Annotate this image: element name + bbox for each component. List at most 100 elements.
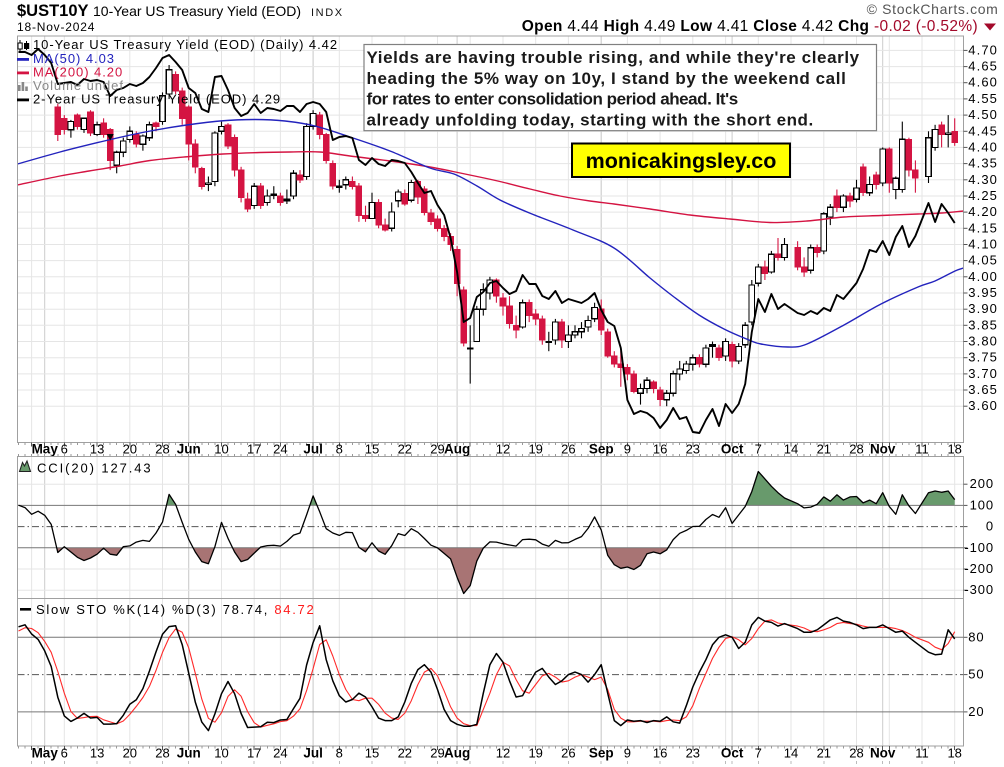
svg-text:4.15: 4.15 [968, 220, 998, 235]
svg-text:Oct: Oct [721, 442, 744, 457]
svg-text:18: 18 [947, 746, 961, 761]
svg-text:INDX: INDX [311, 7, 344, 19]
svg-text:7: 7 [755, 746, 762, 761]
svg-text:28: 28 [155, 746, 169, 761]
svg-text:4.25: 4.25 [968, 188, 998, 203]
svg-text:heading the 5% way on 10y, I s: heading the 5% way on 10y, I stand by th… [367, 69, 847, 88]
svg-text:4.40: 4.40 [968, 139, 998, 154]
svg-text:3.70: 3.70 [968, 366, 998, 381]
svg-text:4.05: 4.05 [968, 253, 998, 268]
svg-text:28: 28 [155, 442, 169, 457]
svg-text:28: 28 [849, 746, 863, 761]
svg-text:Aug: Aug [444, 442, 470, 457]
svg-text:16: 16 [653, 442, 667, 457]
svg-text:14: 14 [784, 442, 798, 457]
svg-text:May: May [32, 746, 59, 761]
svg-text:13: 13 [90, 746, 104, 761]
svg-text:Sep: Sep [589, 746, 614, 761]
svg-text:29: 29 [430, 442, 444, 457]
svg-text:4.45: 4.45 [968, 123, 998, 138]
svg-text:24: 24 [273, 442, 287, 457]
svg-text:7: 7 [755, 442, 762, 457]
svg-text:9: 9 [624, 746, 631, 761]
svg-text:15: 15 [365, 442, 379, 457]
svg-text:21: 21 [817, 442, 831, 457]
svg-text:4.65: 4.65 [968, 59, 998, 74]
svg-text:8: 8 [336, 746, 343, 761]
svg-text:3.60: 3.60 [968, 398, 998, 413]
svg-text:monicakingsley.co: monicakingsley.co [586, 149, 777, 173]
svg-text:20: 20 [123, 746, 137, 761]
svg-text:Oct: Oct [721, 746, 744, 761]
svg-text:already unfolding today, start: already unfolding today, starting with t… [367, 110, 814, 129]
svg-text:17: 17 [247, 746, 261, 761]
svg-text:Sep: Sep [589, 442, 614, 457]
svg-text:6: 6 [61, 442, 68, 457]
svg-text:11: 11 [915, 746, 929, 761]
svg-text:CCI(20) 127.43: CCI(20) 127.43 [37, 461, 152, 476]
svg-text:Aug: Aug [444, 746, 470, 761]
svg-text:May: May [32, 442, 59, 457]
svg-text:15: 15 [365, 746, 379, 761]
svg-text:4.20: 4.20 [968, 204, 998, 219]
svg-text:17: 17 [247, 442, 261, 457]
svg-text:21: 21 [817, 746, 831, 761]
svg-text:12: 12 [496, 442, 510, 457]
svg-text:14: 14 [784, 746, 798, 761]
svg-text:200: 200 [970, 476, 994, 491]
svg-text:0: 0 [986, 519, 994, 534]
svg-text:3.65: 3.65 [968, 382, 998, 397]
svg-text:Nov: Nov [870, 746, 896, 761]
svg-text:50: 50 [968, 667, 984, 682]
svg-text:23: 23 [686, 442, 700, 457]
svg-text:Slow STO %K(14) %D(3) 78.74, 8: Slow STO %K(14) %D(3) 78.74, 84.72 [36, 602, 315, 617]
svg-text:80: 80 [968, 629, 984, 644]
svg-text:8: 8 [336, 442, 343, 457]
svg-text:-300: -300 [964, 582, 994, 597]
svg-text:2-Year US Treasury Yield (EOD): 2-Year US Treasury Yield (EOD) 4.29 [33, 92, 281, 107]
svg-text:Nov: Nov [870, 442, 896, 457]
svg-text:MA(50) 4.03: MA(50) 4.03 [33, 51, 115, 66]
svg-text:10: 10 [214, 746, 228, 761]
svg-text:3.95: 3.95 [968, 285, 998, 300]
svg-text:26: 26 [561, 746, 575, 761]
svg-text:4.60: 4.60 [968, 75, 998, 90]
svg-text:10: 10 [214, 442, 228, 457]
svg-text:12: 12 [496, 746, 510, 761]
svg-text:11: 11 [915, 442, 929, 457]
svg-text:4.55: 4.55 [968, 91, 998, 106]
svg-text:18: 18 [947, 442, 961, 457]
svg-text:23: 23 [686, 746, 700, 761]
svg-text:4.70: 4.70 [968, 42, 998, 57]
svg-text:3.85: 3.85 [968, 317, 998, 332]
svg-text:Yields are having trouble risi: Yields are having trouble rising, and wh… [367, 48, 860, 67]
svg-text:4.00: 4.00 [968, 269, 998, 284]
svg-text:10-Year US Treasury Yield (EOD: 10-Year US Treasury Yield (EOD) [93, 3, 301, 19]
svg-text:100: 100 [970, 497, 994, 512]
svg-text:22: 22 [398, 442, 412, 457]
svg-text:4.30: 4.30 [968, 172, 998, 187]
svg-text:19: 19 [528, 442, 542, 457]
svg-text:Jul: Jul [303, 442, 323, 457]
svg-text:29: 29 [430, 746, 444, 761]
svg-text:3.75: 3.75 [968, 350, 998, 365]
svg-text:Jun: Jun [177, 442, 201, 457]
svg-text:-200: -200 [964, 561, 994, 576]
svg-text:20: 20 [968, 704, 984, 719]
svg-text:19: 19 [528, 746, 542, 761]
svg-text:18-Nov-2024: 18-Nov-2024 [17, 20, 95, 34]
svg-text:4.35: 4.35 [968, 156, 998, 171]
svg-text:24: 24 [273, 746, 287, 761]
svg-text:4.50: 4.50 [968, 107, 998, 122]
svg-text:6: 6 [61, 746, 68, 761]
svg-text:Volume undef: Volume undef [33, 78, 124, 93]
svg-text:$UST10Y: $UST10Y [17, 2, 89, 20]
svg-text:9: 9 [624, 442, 631, 457]
svg-text:4.10: 4.10 [968, 237, 998, 252]
svg-text:13: 13 [90, 442, 104, 457]
svg-text:Open 4.44 High 4.49 Low 4.41 C: Open 4.44 High 4.49 Low 4.41 Close 4.42 … [522, 18, 978, 35]
svg-text:Jun: Jun [177, 746, 201, 761]
svg-text:20: 20 [123, 442, 137, 457]
svg-text:28: 28 [849, 442, 863, 457]
svg-text:MA(200) 4.20: MA(200) 4.20 [33, 65, 123, 80]
